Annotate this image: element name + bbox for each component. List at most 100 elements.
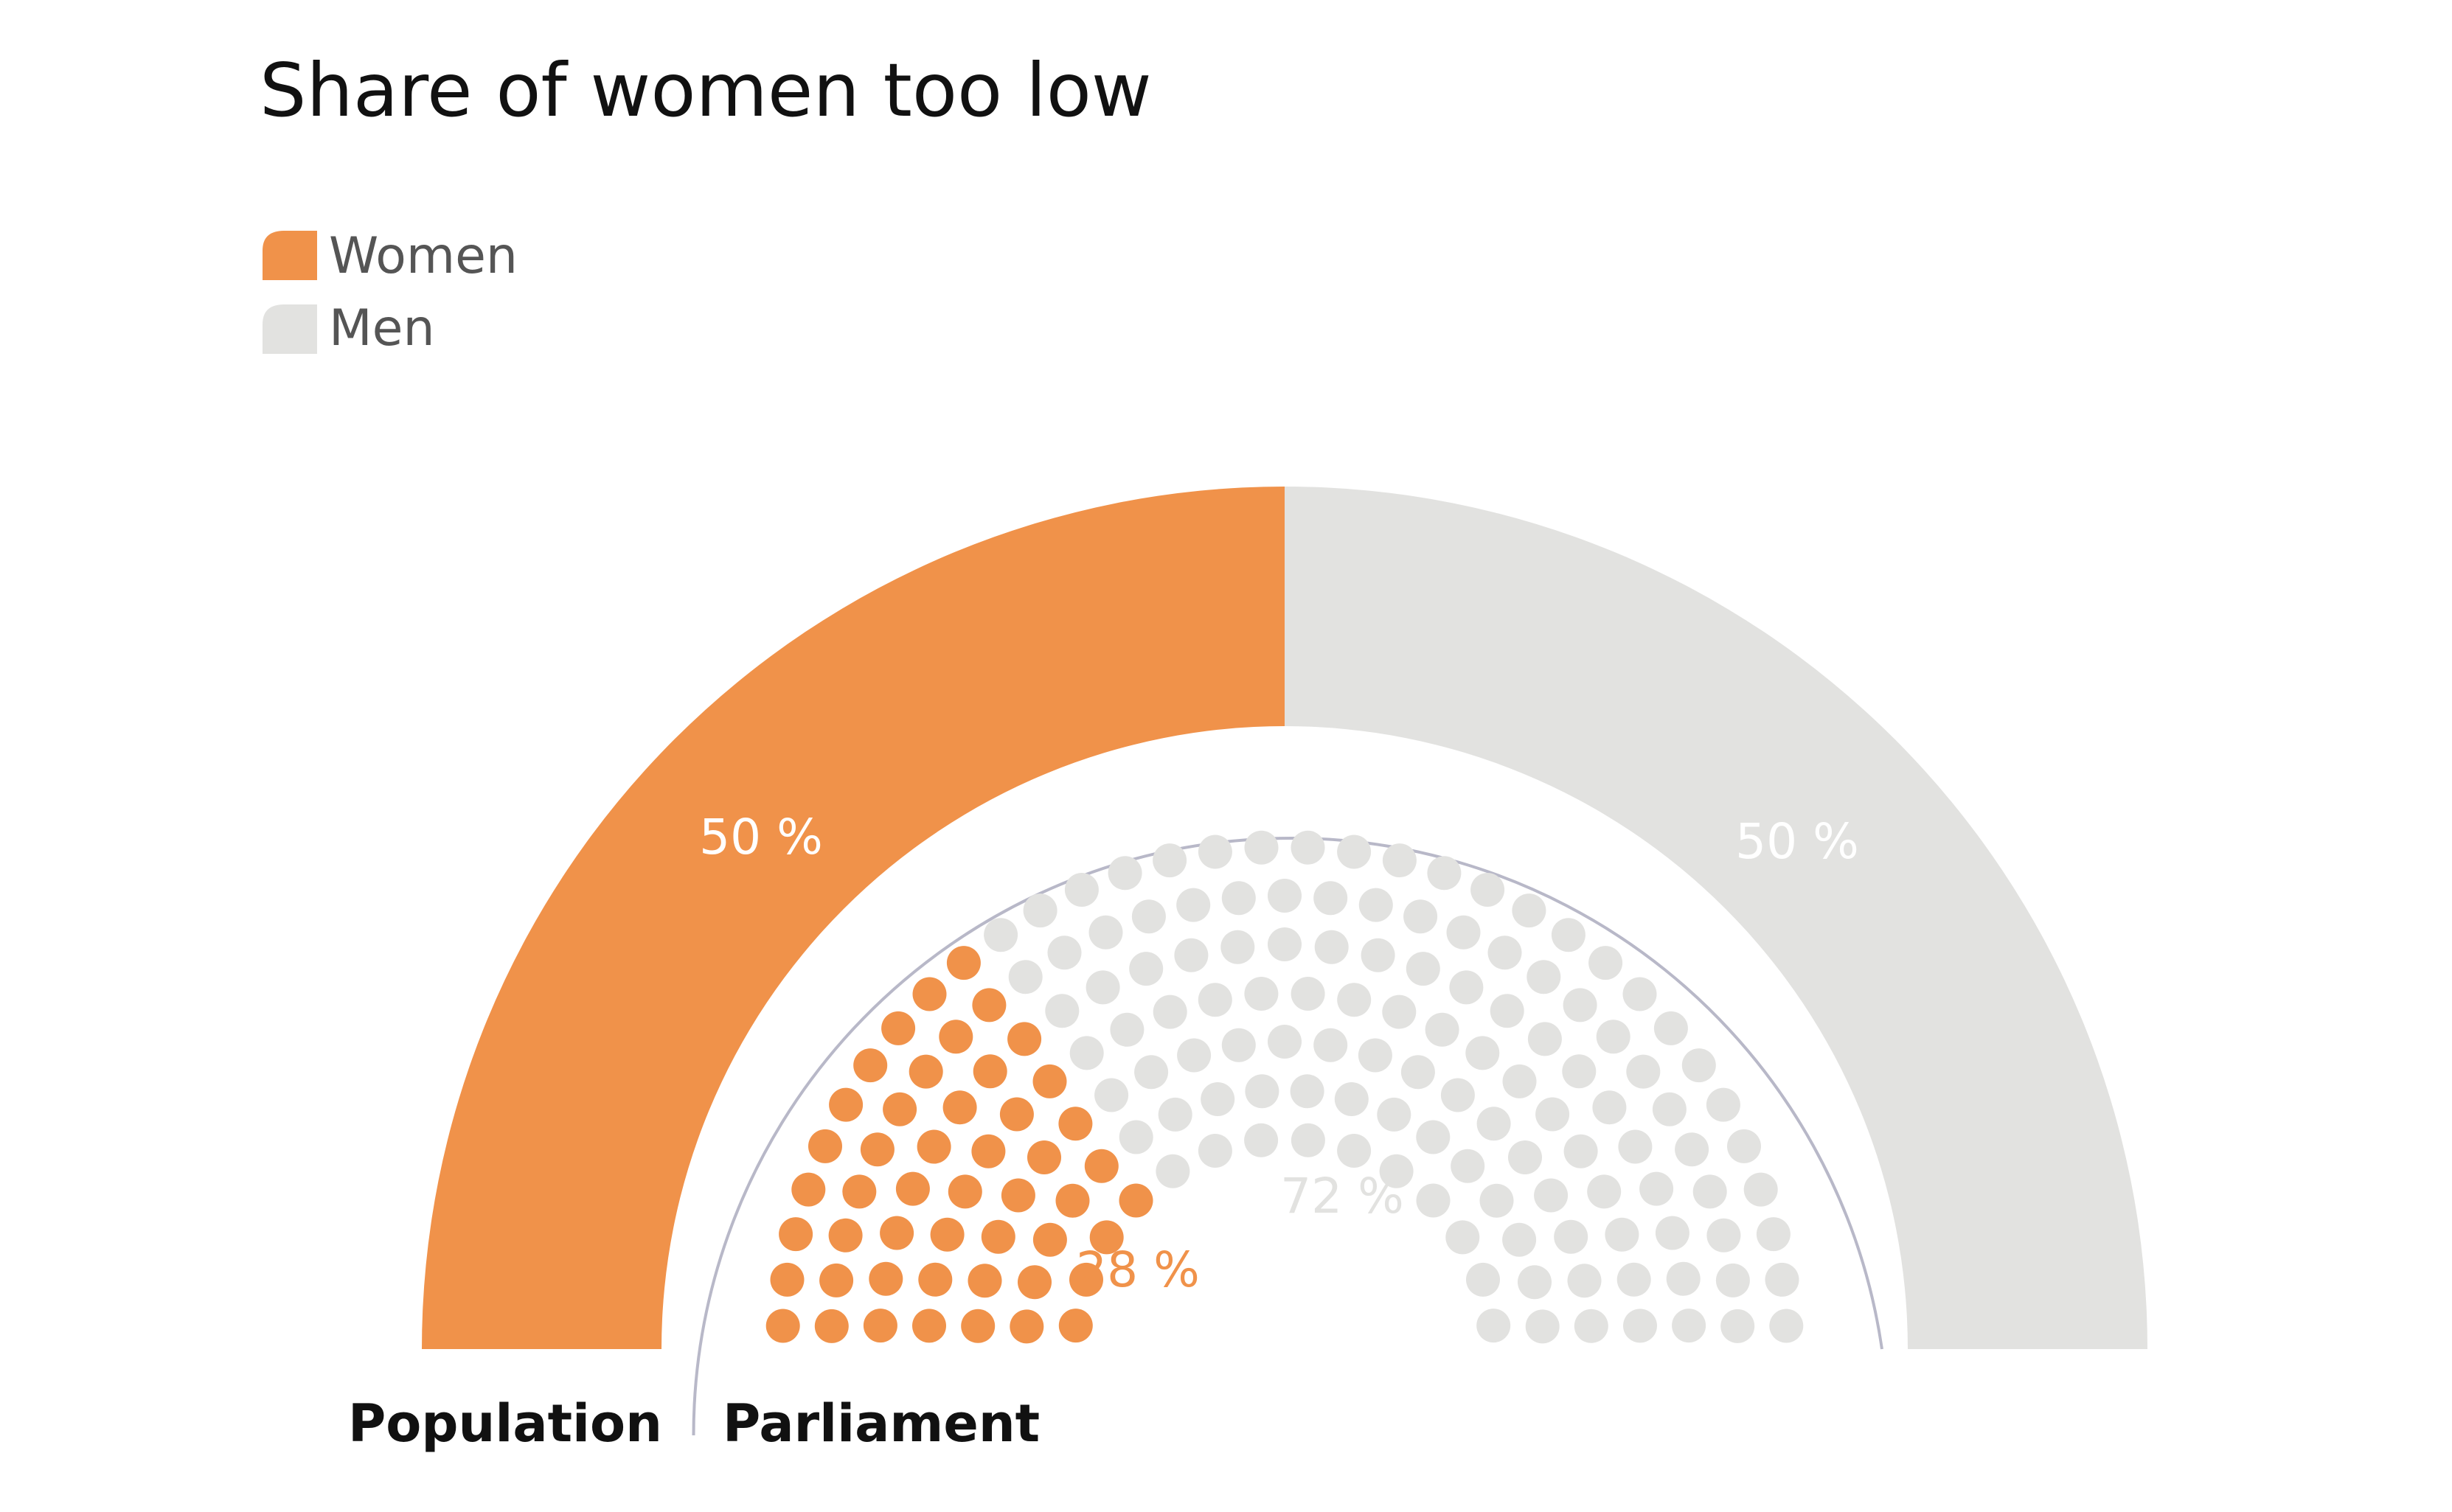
legend-label-women: Women: [329, 227, 518, 285]
seat-dot-men: [1535, 1097, 1570, 1132]
parliament-ring-label: Parliament: [723, 1393, 1040, 1454]
seat-dot-men: [1743, 1172, 1778, 1207]
seat-dot-men: [1379, 1154, 1414, 1188]
seat-dot-men: [1527, 960, 1561, 994]
seat-dot-men: [1451, 1149, 1485, 1183]
seat-dot-men: [1382, 994, 1417, 1029]
population-segment-men: [1285, 487, 2147, 1349]
seat-dot-men: [1129, 952, 1164, 986]
seat-dot-men: [984, 918, 1018, 952]
seat-dot-men: [1706, 1218, 1741, 1253]
seat-dot-men: [1221, 1028, 1256, 1062]
seat-dot-men: [1119, 1120, 1153, 1154]
seat-dot-men: [1554, 1219, 1588, 1254]
seat-dot-women: [971, 1134, 1006, 1168]
seat-dot-men: [1406, 952, 1440, 986]
seat-dot-men: [1587, 1174, 1622, 1209]
seat-dot-men: [1069, 1036, 1104, 1070]
value-labels: 50 % 50 % 28 % 72 %: [699, 809, 1859, 1298]
seat-dot-men: [1626, 1054, 1661, 1089]
seat-dot-men: [1551, 918, 1586, 952]
seat-dot-men: [1588, 946, 1623, 980]
seat-dot-men: [1177, 1038, 1212, 1073]
seat-dot-women: [948, 1174, 982, 1209]
seat-dot-men: [1110, 1012, 1145, 1047]
seat-dot-men: [1244, 1123, 1279, 1157]
seat-dot-men: [1655, 1216, 1689, 1250]
seat-dot-men: [1023, 893, 1057, 928]
seat-dot-men: [1201, 1082, 1235, 1116]
seat-dot-men: [1623, 1309, 1657, 1343]
seat-dot-men: [1382, 843, 1417, 878]
seat-dot-men: [1337, 1134, 1372, 1168]
seat-dot-men: [1047, 936, 1082, 970]
seat-dot-men: [1268, 927, 1302, 961]
seat-dot-women: [999, 1097, 1034, 1132]
seat-dot-men: [1727, 1129, 1761, 1163]
seat-dot-men: [1290, 1074, 1324, 1109]
seat-dot-men: [1361, 938, 1395, 972]
legend-swatch-men: [263, 304, 317, 354]
seat-dot-men: [1440, 1078, 1475, 1112]
seat-dot-men: [1681, 1048, 1716, 1083]
seat-dot-men: [1470, 873, 1505, 907]
seat-dot-women: [791, 1172, 826, 1207]
seat-dot-women: [1018, 1265, 1052, 1300]
parliament-women-value-label: 28 %: [1076, 1241, 1200, 1298]
seat-dot-men: [1358, 1038, 1392, 1073]
seat-dot-men: [1131, 899, 1166, 934]
seat-dot-women: [961, 1309, 996, 1343]
seat-dot-men: [1088, 915, 1123, 950]
seat-dot-women: [1032, 1064, 1067, 1098]
seat-dot-men: [1512, 893, 1546, 928]
seat-dot-women: [770, 1262, 805, 1297]
seat-dot-men: [1174, 938, 1209, 972]
seat-dot-men: [1527, 1022, 1562, 1056]
seat-dot-men: [1706, 1087, 1740, 1122]
seat-dot-men: [1446, 915, 1481, 950]
seat-dot-men: [1720, 1309, 1755, 1343]
seat-dot-women: [765, 1309, 800, 1343]
population-women-value-label: 50 %: [699, 809, 823, 865]
seat-dot-men: [1518, 1265, 1552, 1300]
seat-dot-women: [972, 988, 1007, 1022]
seat-dot-men: [1639, 1171, 1674, 1206]
seat-dot-men: [1134, 1055, 1169, 1090]
seat-dot-women: [930, 1217, 965, 1252]
seat-dot-women: [1058, 1309, 1093, 1343]
seat-dot-men: [1313, 1028, 1348, 1062]
seat-dot-women: [946, 946, 981, 980]
seat-dot-men: [1765, 1262, 1799, 1297]
seat-dot-women: [842, 1174, 877, 1209]
seat-dot-men: [1220, 930, 1255, 964]
seat-dot-men: [1045, 994, 1080, 1028]
seat-dot-men: [1525, 1309, 1560, 1344]
seat-dot-men: [1108, 856, 1142, 891]
seat-dot-men: [1563, 988, 1597, 1022]
seat-dot-men: [1769, 1309, 1804, 1343]
seat-dot-men: [1563, 1134, 1598, 1168]
seat-dot-men: [1666, 1261, 1701, 1296]
seat-dot-men: [1534, 1178, 1569, 1213]
seat-dot-women: [863, 1309, 897, 1343]
seat-dot-men: [1479, 1183, 1514, 1218]
seat-dot-men: [1596, 1020, 1630, 1054]
seat-dot-men: [1291, 1123, 1325, 1157]
seat-dot-men: [1416, 1120, 1451, 1154]
seat-dot-men: [1268, 879, 1302, 913]
seat-dot-men: [1377, 1097, 1411, 1132]
seat-dot-men: [1156, 1154, 1190, 1188]
seat-dot-women: [779, 1217, 813, 1252]
seat-dot-men: [1337, 983, 1372, 1017]
seat-dot-women: [1058, 1107, 1093, 1141]
seat-dot-men: [1487, 936, 1522, 970]
seat-dot-women: [1069, 1262, 1103, 1297]
seat-dot-men: [1245, 1074, 1279, 1109]
seat-dot-men: [1476, 1107, 1511, 1141]
seat-dot-men: [1314, 930, 1349, 964]
legend-label-men: Men: [329, 299, 435, 358]
seat-dot-men: [1715, 1263, 1750, 1297]
seat-dot-women: [1010, 1309, 1044, 1344]
population-ring-label: Population: [348, 1393, 662, 1454]
